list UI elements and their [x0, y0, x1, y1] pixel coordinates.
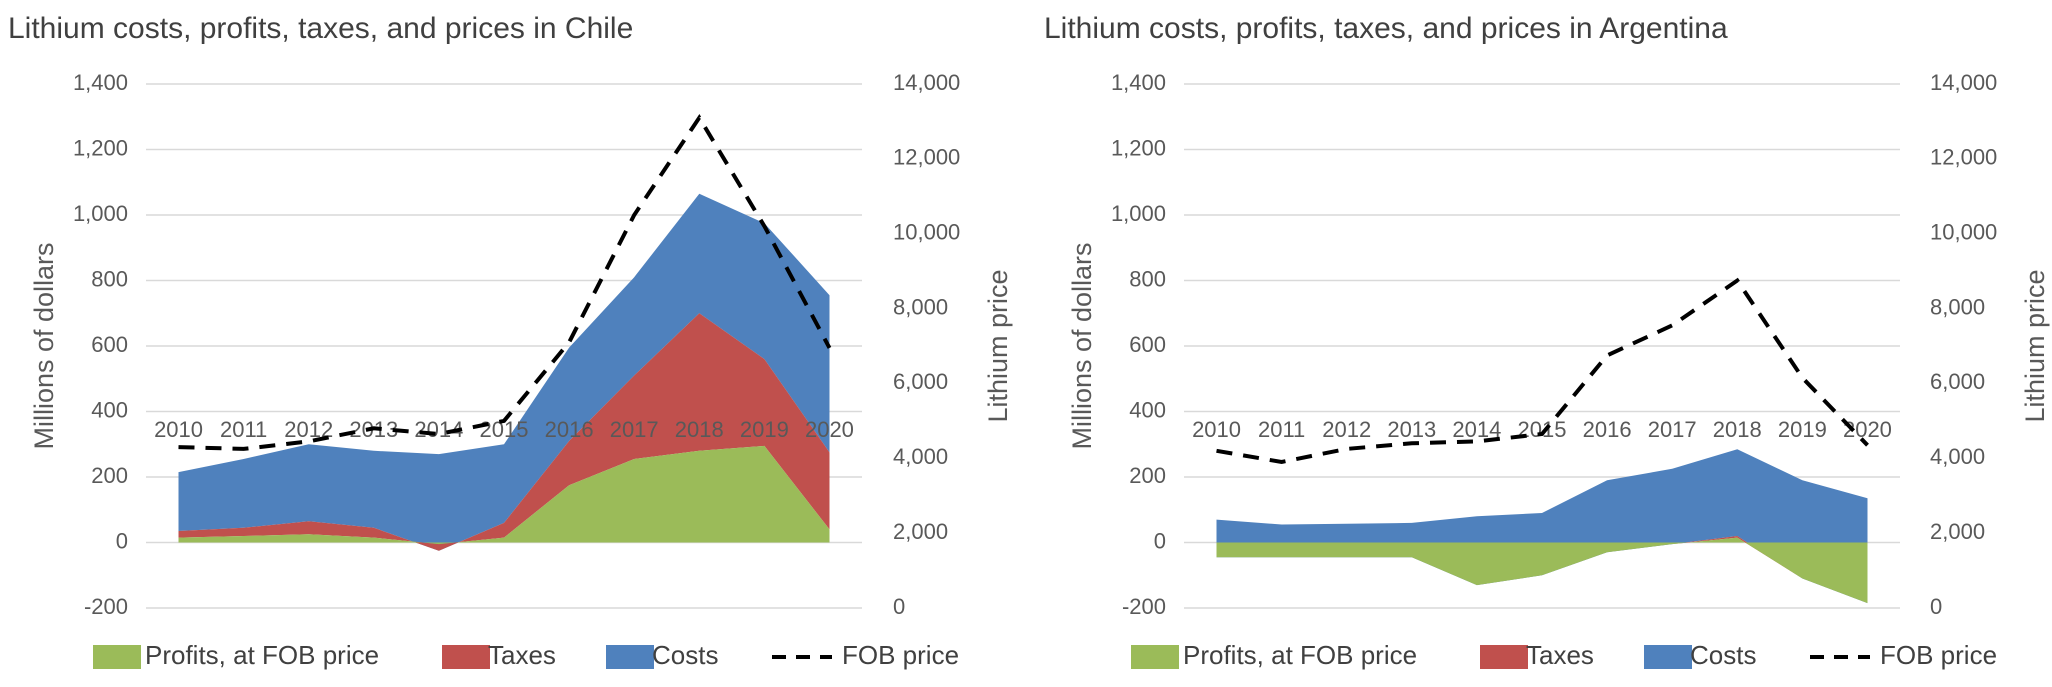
x-tick-label: 2018: [675, 417, 724, 442]
y2-tick-label: 14,000: [893, 70, 960, 95]
area-series-group: [179, 194, 830, 551]
y2-tick-label: 8,000: [893, 294, 948, 319]
area-costs: [1217, 449, 1868, 603]
y2-tick-label: 2,000: [893, 519, 948, 544]
y-tick-label: 600: [1129, 332, 1166, 357]
x-tick-label: 2016: [545, 417, 594, 442]
legend-swatch-profits-at-fob-price: [1131, 645, 1179, 669]
y2-tick-label: 0: [1930, 594, 1942, 619]
legend-swatch-profits-at-fob-price: [93, 645, 141, 669]
y-tick-label: 1,200: [73, 135, 128, 160]
y2-tick-label: 4,000: [893, 444, 948, 469]
legend-swatch-costs: [1644, 645, 1692, 669]
y-tick-label: 800: [1129, 266, 1166, 291]
y2-tick-label: 6,000: [1930, 369, 1985, 394]
y2-tick-label: 10,000: [893, 220, 960, 245]
chart-chile: Lithium costs, profits, taxes, and price…: [8, 12, 1013, 670]
x-tick-label: 2019: [1778, 417, 1827, 442]
y-tick-label: 0: [1154, 528, 1166, 553]
y-tick-label: 1,400: [73, 70, 128, 95]
y2-axis-title: Lithium price: [983, 269, 1013, 422]
x-tick-label: 2011: [220, 417, 267, 442]
y-tick-label: 1,400: [1111, 70, 1166, 95]
legend-swatch-taxes: [442, 645, 490, 669]
y-tick-label: 400: [91, 397, 128, 422]
x-tick-label: 2015: [1518, 417, 1567, 442]
x-tick-label: 2010: [1192, 417, 1241, 442]
legend: Profits, at FOB price Taxes Costs FOB price: [1131, 640, 1997, 670]
area-series-group: [1217, 449, 1868, 603]
legend-label: Costs: [1690, 640, 1756, 670]
x-tick-label: 2012: [1322, 417, 1371, 442]
y-tick-label: 400: [1129, 397, 1166, 422]
y2-tick-label: 12,000: [1930, 145, 1997, 170]
y-tick-label: -200: [1122, 594, 1166, 619]
y-tick-label: 0: [116, 528, 128, 553]
x-tick-label: 2010: [154, 417, 203, 442]
y-tick-label: 200: [91, 463, 128, 488]
x-tick-label: 2020: [805, 417, 854, 442]
legend-swatch-taxes: [1480, 645, 1528, 669]
chart-title: Lithium costs, profits, taxes, and price…: [8, 12, 633, 45]
y2-tick-label: 4,000: [1930, 444, 1985, 469]
y-tick-label: -200: [84, 594, 128, 619]
x-tick-label: 2017: [610, 417, 659, 442]
legend-label: Profits, at FOB price: [145, 640, 379, 670]
y2-axis-title: Lithium price: [2020, 269, 2050, 422]
legend-label: Costs: [652, 640, 718, 670]
legend-label: FOB price: [842, 640, 959, 670]
x-tick-label: 2013: [1387, 417, 1436, 442]
y-axis-title: Millions of dollars: [1067, 242, 1097, 449]
y2-tick-label: 8,000: [1930, 294, 1985, 319]
y-axis-title: Millions of dollars: [29, 242, 59, 449]
y-tick-label: 800: [91, 266, 128, 291]
y-tick-label: 1,000: [1111, 201, 1166, 226]
area-profits-at-fob-price: [1217, 538, 1868, 604]
x-tick-label: 2018: [1713, 417, 1762, 442]
y2-tick-label: 14,000: [1930, 70, 1997, 95]
y2-tick-label: 10,000: [1930, 220, 1997, 245]
y-tick-label: 600: [91, 332, 128, 357]
legend-label: Taxes: [1526, 640, 1594, 670]
legend-label: FOB price: [1880, 640, 1997, 670]
y-tick-label: 1,200: [1111, 135, 1166, 160]
legend-swatch-costs: [606, 645, 654, 669]
x-tick-label: 2019: [740, 417, 789, 442]
chart-title: Lithium costs, profits, taxes, and price…: [1044, 12, 1728, 45]
x-tick-label: 2016: [1583, 417, 1632, 442]
line-fob-price: [1217, 281, 1868, 463]
y-tick-label: 1,000: [73, 201, 128, 226]
y-tick-label: 200: [1129, 463, 1166, 488]
y2-tick-label: 2,000: [1930, 519, 1985, 544]
legend-label: Taxes: [488, 640, 556, 670]
y2-tick-label: 12,000: [893, 145, 960, 170]
chart-argentina: Lithium costs, profits, taxes, and price…: [1044, 12, 2050, 670]
y2-tick-label: 6,000: [893, 369, 948, 394]
y2-tick-label: 0: [893, 594, 905, 619]
x-tick-label: 2011: [1258, 417, 1305, 442]
legend: Profits, at FOB price Taxes Costs FOB price: [93, 640, 959, 670]
x-tick-label: 2017: [1648, 417, 1697, 442]
legend-label: Profits, at FOB price: [1183, 640, 1417, 670]
